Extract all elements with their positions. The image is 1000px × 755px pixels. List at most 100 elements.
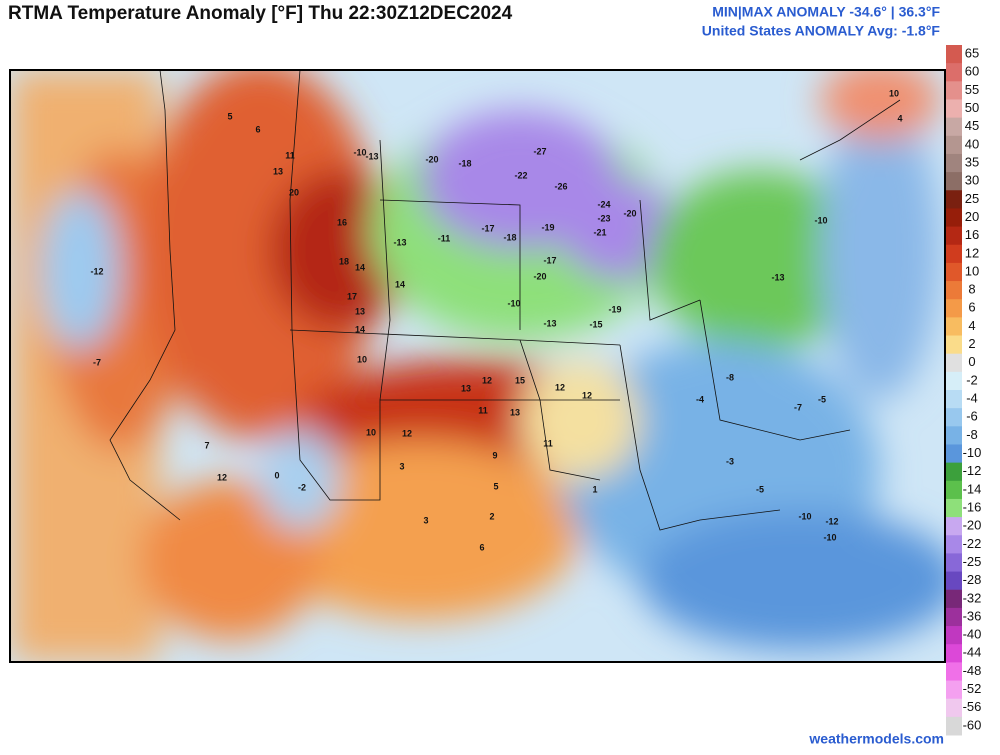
colorbar-swatch	[946, 63, 962, 82]
colorbar-swatch	[946, 390, 962, 409]
colorbar-swatch	[946, 571, 962, 591]
colorbar-label: -12	[963, 463, 982, 478]
colorbar-swatch	[946, 153, 962, 173]
colorbar-label: -60	[963, 717, 982, 732]
colorbar-swatch	[946, 535, 962, 554]
station-value: 10	[889, 88, 899, 98]
colorbar-label: -16	[963, 499, 982, 514]
station-value: -10	[507, 298, 520, 308]
colorbar-swatch	[946, 281, 962, 300]
station-value: -10	[798, 511, 811, 521]
colorbar-label: -25	[963, 554, 982, 569]
station-value: 13	[355, 306, 365, 316]
station-value: 11	[285, 150, 295, 160]
station-value: 13	[510, 407, 520, 417]
colorbar-swatch	[946, 480, 962, 500]
station-value: -23	[597, 213, 610, 223]
colorbar-label: 4	[968, 318, 975, 333]
station-value: -21	[593, 227, 606, 237]
colorbar-swatch	[946, 626, 962, 645]
station-value: 11	[543, 438, 553, 448]
colorbar-swatch	[946, 408, 962, 427]
colorbar-swatch	[946, 172, 962, 191]
station-value: -13	[393, 237, 406, 247]
station-value: 12	[402, 428, 412, 438]
station-value: 14	[355, 262, 365, 272]
station-value: 17	[347, 291, 357, 301]
colorbar-label: -2	[966, 372, 978, 387]
map-frame	[9, 69, 946, 663]
colorbar-swatch	[946, 607, 962, 627]
colorbar: 6560555045403530252016121086420-2-4-6-8-…	[946, 45, 981, 736]
colorbar-label: -56	[963, 699, 982, 714]
station-value: 20	[289, 187, 299, 197]
stats-line: MIN|MAX ANOMALY -34.6° | 36.3°F	[712, 4, 940, 20]
colorbar-label: 45	[965, 118, 979, 133]
colorbar-label: 8	[968, 282, 975, 297]
station-value: -26	[554, 181, 567, 191]
station-value: 0	[274, 470, 279, 480]
station-value: -8	[726, 372, 734, 382]
colorbar-label: 30	[965, 173, 979, 188]
station-value: 10	[366, 427, 376, 437]
colorbar-label: -22	[963, 536, 982, 551]
station-value: 12	[217, 472, 227, 482]
colorbar-swatch	[946, 553, 962, 573]
colorbar-label: -20	[963, 518, 982, 533]
station-value: -22	[514, 170, 527, 180]
colorbar-swatch	[946, 371, 962, 391]
map	[10, 70, 945, 662]
colorbar-label: -52	[963, 681, 982, 696]
station-value: -13	[543, 318, 556, 328]
title: RTMA Temperature Anomaly [°F] Thu 22:30Z…	[8, 3, 513, 24]
colorbar-label: 40	[965, 136, 979, 151]
station-value: -15	[589, 319, 602, 329]
station-value: -12	[90, 266, 103, 276]
station-value: 14	[355, 324, 365, 334]
station-value: 7	[204, 440, 209, 450]
colorbar-label: 50	[965, 100, 979, 115]
colorbar-label: -14	[963, 481, 982, 496]
colorbar-label: -44	[963, 645, 982, 660]
colorbar-label: 60	[965, 64, 979, 79]
station-value: 6	[255, 124, 260, 134]
station-value: -13	[365, 151, 378, 161]
station-value: -18	[458, 158, 471, 168]
station-value: -7	[794, 402, 802, 412]
colorbar-swatch	[946, 462, 962, 482]
colorbar-label: -6	[966, 409, 978, 424]
colorbar-label: -4	[966, 391, 978, 406]
colorbar-label: -28	[963, 572, 982, 587]
station-value: 3	[399, 461, 404, 471]
colorbar-label: 20	[965, 209, 979, 224]
colorbar-swatch	[946, 716, 962, 736]
colorbar-label: -36	[963, 608, 982, 623]
station-value: -27	[533, 146, 546, 156]
colorbar-swatch	[946, 589, 962, 609]
station-value: -20	[533, 271, 546, 281]
colorbar-swatch	[946, 45, 962, 64]
colorbar-swatch	[946, 498, 962, 518]
credit: weathermodels.com	[808, 731, 944, 747]
colorbar-swatch	[946, 317, 962, 337]
colorbar-swatch	[946, 99, 962, 119]
colorbar-swatch	[946, 517, 962, 536]
station-value: -2	[298, 482, 306, 492]
station-value: -19	[608, 304, 621, 314]
colorbar-swatch	[946, 680, 962, 700]
colorbar-label: 12	[965, 245, 979, 260]
station-value: -17	[543, 255, 556, 265]
station-value: -12	[825, 516, 838, 526]
colorbar-swatch	[946, 81, 962, 100]
station-value: 3	[423, 515, 428, 525]
stats-line: United States ANOMALY Avg: -1.8°F	[702, 23, 941, 39]
station-value: -11	[438, 233, 451, 243]
colorbar-label: -48	[963, 663, 982, 678]
colorbar-label: 35	[965, 154, 979, 169]
station-value: 13	[273, 166, 283, 176]
colorbar-swatch	[946, 117, 962, 137]
colorbar-label: 16	[965, 227, 979, 242]
station-value: -20	[425, 154, 438, 164]
colorbar-label: 25	[965, 191, 979, 206]
